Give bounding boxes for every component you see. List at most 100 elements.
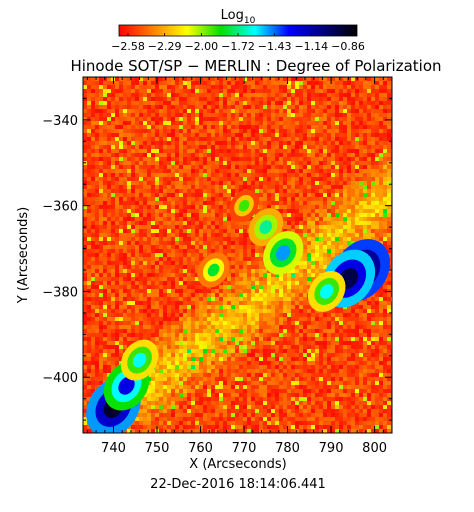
heatmap-cell [383, 177, 387, 181]
heatmap-cell [291, 325, 295, 329]
heatmap-cell [291, 229, 295, 233]
heatmap-cell [83, 309, 87, 313]
heatmap-cell [363, 125, 367, 129]
heatmap-cell [307, 77, 311, 81]
heatmap-cell [91, 225, 95, 229]
heatmap-cell [375, 141, 379, 145]
heatmap-cell [279, 89, 283, 93]
heatmap-cell [175, 125, 179, 129]
heatmap-cell [251, 177, 255, 181]
heatmap-cell [379, 189, 383, 193]
heatmap-cell [123, 109, 127, 113]
heatmap-cell [203, 93, 207, 97]
heatmap-cell [263, 109, 267, 113]
heatmap-cell [291, 137, 295, 141]
heatmap-cell [371, 237, 375, 241]
heatmap-cell [279, 145, 283, 149]
heatmap-cell [87, 237, 91, 241]
heatmap-cell [119, 261, 123, 265]
heatmap-cell [303, 113, 307, 117]
heatmap-cell [111, 201, 115, 205]
heatmap-cell [151, 249, 155, 253]
heatmap-cell [115, 273, 119, 277]
heatmap-cell [95, 285, 99, 289]
heatmap-cell [151, 257, 155, 261]
heatmap-cell [267, 141, 271, 145]
heatmap-cell [183, 269, 187, 273]
heatmap-cell [91, 293, 95, 297]
heatmap-cell [215, 133, 219, 137]
heatmap-cell [219, 117, 223, 121]
heatmap-cell [179, 157, 183, 161]
heatmap-cell [283, 277, 287, 281]
heatmap-cell [123, 145, 127, 149]
heatmap-cell [87, 217, 91, 221]
heatmap-cell [275, 201, 279, 205]
heatmap-cell [279, 117, 283, 121]
heatmap-cell [95, 309, 99, 313]
heatmap-cell [255, 321, 259, 325]
heatmap-cell [123, 93, 127, 97]
heatmap-cell [315, 213, 319, 217]
heatmap-cell [195, 277, 199, 281]
heatmap-cell [235, 169, 239, 173]
heatmap-cell [99, 153, 103, 157]
heatmap-cell [367, 213, 371, 217]
heatmap-cell [283, 201, 287, 205]
heatmap-cell [91, 173, 95, 177]
heatmap-cell [215, 317, 219, 321]
heatmap-cell [147, 209, 151, 213]
heatmap-cell [119, 237, 123, 241]
heatmap-cell [215, 301, 219, 305]
heatmap-cell [227, 153, 231, 157]
heatmap-cell [387, 245, 391, 249]
heatmap-cell [323, 117, 327, 121]
heatmap-cell [131, 189, 135, 193]
heatmap-cell [331, 189, 335, 193]
heatmap-cell [327, 237, 331, 241]
heatmap-cell [331, 181, 335, 185]
heatmap-cell [263, 173, 267, 177]
heatmap-cell [379, 169, 383, 173]
heatmap-cell [375, 209, 379, 213]
heatmap-cell [303, 125, 307, 129]
heatmap-cell [191, 213, 195, 217]
heatmap-cell [167, 281, 171, 285]
heatmap-cell [127, 221, 131, 225]
heatmap-cell [207, 229, 211, 233]
heatmap-cell [91, 201, 95, 205]
heatmap-cell [275, 177, 279, 181]
heatmap-cell [327, 85, 331, 89]
heatmap-cell [299, 281, 303, 285]
heatmap-cell [119, 225, 123, 229]
heatmap-cell [327, 109, 331, 113]
heatmap-cell [363, 157, 367, 161]
heatmap-cell [351, 129, 355, 133]
heatmap-cell [171, 185, 175, 189]
heatmap-cell [219, 161, 223, 165]
heatmap-cell [91, 85, 95, 89]
heatmap-cell [343, 173, 347, 177]
heatmap-cell [327, 181, 331, 185]
heatmap-cell [99, 77, 103, 81]
heatmap-cell [95, 141, 99, 145]
heatmap-cell [347, 217, 351, 221]
heatmap-cell [163, 257, 167, 261]
heatmap-cell [123, 77, 127, 81]
heatmap-cell [279, 173, 283, 177]
heatmap-cell [335, 233, 339, 237]
heatmap-cell [351, 85, 355, 89]
heatmap-cell [135, 177, 139, 181]
heatmap-cell [179, 217, 183, 221]
heatmap-cell [231, 309, 235, 313]
heatmap-cell [171, 145, 175, 149]
heatmap-cell [119, 309, 123, 313]
heatmap-cell [255, 125, 259, 129]
heatmap-cell [283, 97, 287, 101]
heatmap-cell [323, 165, 327, 169]
heatmap-cell [307, 265, 311, 269]
heatmap-cell [271, 321, 275, 325]
heatmap-cell [111, 237, 115, 241]
heatmap-cell [319, 233, 323, 237]
heatmap-cell [131, 133, 135, 137]
